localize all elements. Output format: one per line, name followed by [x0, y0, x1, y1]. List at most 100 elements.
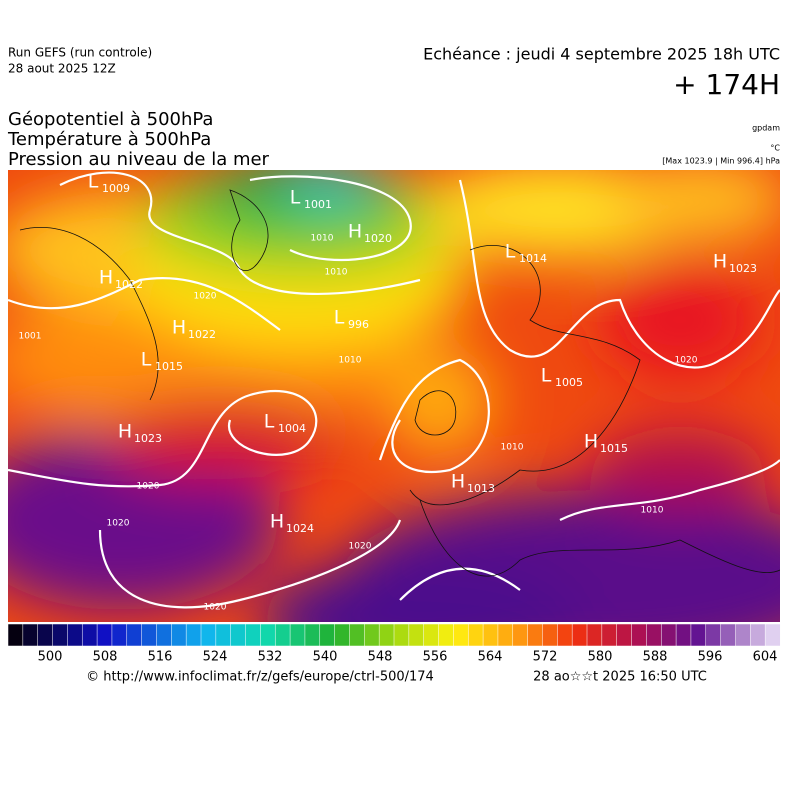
colorbar-tick-label: 556: [423, 650, 448, 665]
pressure-value: 1023: [729, 262, 757, 275]
colorbar-cell: [586, 623, 603, 647]
isobar-label: 1020: [675, 356, 698, 366]
colorbar-cell: [111, 623, 128, 647]
pressure-letter: L: [264, 411, 275, 433]
colorbar-cell: [260, 623, 276, 647]
colorbar-cell: [215, 623, 232, 647]
colorbar-cell: [364, 623, 380, 647]
colorbar-cell: [735, 623, 751, 647]
colorbar-cell: [185, 623, 202, 647]
pressure-letter: L: [141, 349, 152, 371]
isobar-label: 1010: [311, 234, 334, 244]
colorbar-cell: [438, 623, 454, 647]
field-title: Température à 500hPa: [7, 129, 211, 150]
pressure-value: 1013: [467, 482, 495, 495]
colorbar-cell: [616, 623, 633, 647]
footer-time: 28 ao☆☆t 2025 16:50 UTC: [533, 670, 707, 685]
colorbar-cell: [7, 623, 24, 647]
colorbar-cell: [527, 623, 544, 647]
colorbar-cell: [156, 623, 172, 647]
colorbar-cell: [37, 623, 54, 647]
colorbar-cell: [764, 623, 781, 647]
colorbar-tick-label: 524: [203, 650, 228, 665]
pressure-value: 1023: [134, 432, 162, 445]
colorbar-cell: [334, 623, 351, 647]
colorbar-cell: [200, 623, 217, 647]
colorbar-cell: [141, 623, 158, 647]
pressure-letter: H: [99, 267, 113, 289]
lead-time: + 174H: [673, 68, 780, 101]
colorbar-cell: [22, 623, 39, 647]
pressure-letter: L: [334, 307, 345, 329]
pressure-letter: H: [270, 511, 284, 533]
colorbar-tick-label: 604: [753, 650, 778, 665]
colorbar-cell: [720, 623, 737, 647]
pressure-value: 1024: [286, 522, 314, 535]
pressure-value: 1001: [304, 198, 332, 211]
colorbar-tick-label: 532: [258, 650, 283, 665]
isobar-label: 1010: [339, 356, 362, 366]
pressure-value: 1004: [278, 422, 306, 435]
field-title: Géopotentiel à 500hPa: [8, 109, 213, 130]
run-label: Run GEFS (run controle): [8, 46, 152, 60]
colorbar-cell: [571, 623, 588, 647]
colorbar-cell: [408, 623, 425, 647]
colorbar-cell: [542, 623, 558, 647]
colorbar-tick-label: 540: [313, 650, 338, 665]
colorbar-cell: [81, 623, 98, 647]
colorbar-cell: [67, 623, 83, 647]
unit-label: [Max 1023.9 | Min 996.4] hPa: [662, 157, 780, 166]
pressure-value: 1015: [155, 360, 183, 373]
pressure-value: 1022: [115, 278, 143, 291]
colorbar-cell: [690, 623, 707, 647]
pressure-letter: H: [172, 317, 186, 339]
pressure-letter: H: [713, 251, 727, 273]
colorbar-cell: [512, 623, 529, 647]
pressure-value: 1014: [519, 252, 547, 265]
colorbar-cell: [601, 623, 618, 647]
map: [8, 170, 780, 622]
pressure-letter: H: [118, 421, 132, 443]
colorbar-cell: [230, 623, 247, 647]
run-date: 28 aout 2025 12Z: [8, 62, 116, 76]
isobar-label: 1010: [325, 268, 348, 278]
isobar-label: 1020: [194, 292, 217, 302]
colorbar-tick-label: 548: [368, 650, 393, 665]
pressure-letter: L: [541, 365, 552, 387]
pressure-value: 996: [348, 318, 369, 331]
colorbar-cell: [171, 623, 187, 647]
colorbar-cell: [393, 623, 410, 647]
pressure-value: 1020: [364, 232, 392, 245]
isobar-label: 1020: [349, 542, 372, 552]
pressure-value: 1005: [555, 376, 583, 389]
colorbar-cell: [467, 623, 484, 647]
unit-label: °C: [770, 144, 780, 153]
pressure-letter: H: [348, 221, 362, 243]
footer-source: © http://www.infoclimat.fr/z/gefs/europe…: [86, 670, 434, 685]
colorbar-cell: [705, 623, 722, 647]
pressure-letter: H: [584, 431, 598, 453]
colorbar-tick-label: 500: [38, 650, 63, 665]
pressure-value: 1015: [600, 442, 628, 455]
colorbar-tick-label: 572: [533, 650, 558, 665]
isobar-label: 1010: [641, 506, 664, 516]
colorbar-tick-label: 508: [93, 650, 118, 665]
pressure-letter: L: [88, 171, 99, 193]
colorbar-cell: [557, 623, 573, 647]
colorbar-cell: [646, 623, 662, 647]
colorbar-cell: [245, 623, 261, 647]
colorbar-cell: [497, 623, 514, 647]
colorbar-cell: [349, 623, 365, 647]
colorbar-tick-label: 596: [698, 650, 723, 665]
valid-time: Echéance : jeudi 4 septembre 2025 18h UT…: [423, 45, 780, 64]
colorbar-cell: [631, 623, 647, 647]
colorbar-tick-label: 564: [478, 650, 503, 665]
colorbar-cell: [126, 623, 143, 647]
colorbar-cell: [378, 623, 395, 647]
colorbar-cell: [304, 623, 321, 647]
colorbar-cell: [289, 623, 306, 647]
pressure-value: 1022: [188, 328, 216, 341]
colorbar-cell: [482, 623, 499, 647]
colorbar-tick-label: 588: [643, 650, 668, 665]
